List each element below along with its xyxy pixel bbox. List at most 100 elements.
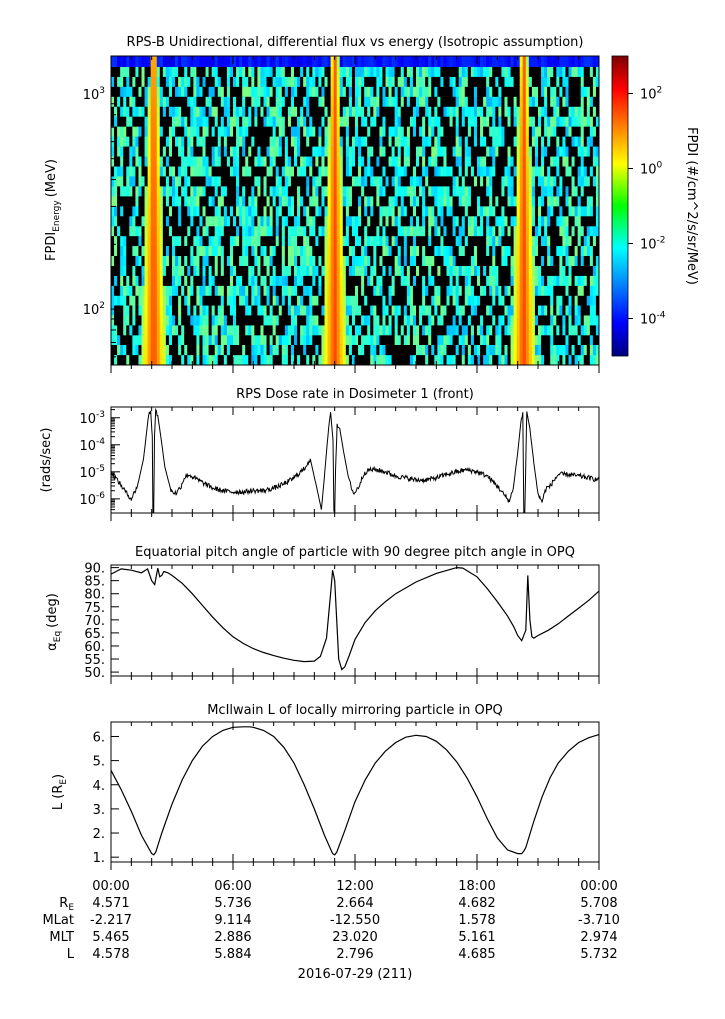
spectrogram-cell <box>278 126 283 137</box>
spectrogram-cell <box>315 315 319 326</box>
spectrogram-cell <box>290 255 295 267</box>
spectrogram-cell <box>333 86 338 97</box>
spectrogram-cell <box>156 265 161 276</box>
spectrogram-cell <box>351 344 356 356</box>
spectrogram-cell <box>403 146 408 157</box>
spectrogram-cell <box>135 136 139 147</box>
spectrogram-cell <box>446 334 450 345</box>
spectrogram-cell <box>562 86 566 97</box>
spectrogram-cell <box>446 315 450 326</box>
spectrogram-cell <box>541 225 545 237</box>
spectrogram-cell <box>504 126 508 137</box>
spectrogram-cell <box>495 325 499 336</box>
spectrogram-cell <box>165 76 170 87</box>
spectrogram-cell <box>589 334 594 345</box>
spectrogram-cell <box>480 344 484 356</box>
spectrogram-cell <box>312 126 316 137</box>
spectrogram-cell <box>226 215 231 227</box>
spectrogram-cell <box>571 354 575 366</box>
spectrogram-cell <box>233 176 237 187</box>
spectrogram-cell <box>534 136 539 147</box>
spectrogram-cell <box>489 156 493 167</box>
spectrogram-cell <box>528 205 533 217</box>
spectrogram-cell <box>111 76 115 87</box>
spectrogram-cell <box>574 215 579 227</box>
spectrogram-cell <box>480 56 484 67</box>
spectrogram-cell <box>550 76 554 87</box>
spectrogram-cell <box>181 185 185 197</box>
spectrogram-cell <box>233 315 237 326</box>
spectrogram-cell <box>120 185 124 197</box>
spectrogram-cell <box>309 156 313 167</box>
spectrogram-cell <box>229 106 234 117</box>
spectrogram-cell <box>367 146 371 157</box>
spectrogram-cell <box>254 334 258 345</box>
spectrogram-cell <box>385 285 389 296</box>
spectrogram-cell <box>586 66 591 77</box>
spectrogram-cell <box>522 176 527 187</box>
spectrogram-cell <box>233 235 237 247</box>
spectrogram-cell <box>562 76 566 87</box>
spectrogram-cell <box>120 325 124 336</box>
spectrogram-cell <box>501 136 505 147</box>
spectrogram-cell <box>495 185 499 197</box>
spectrogram-cell <box>589 295 594 306</box>
spectrogram-cell <box>556 235 560 247</box>
spectrogram-cell <box>330 295 335 306</box>
spectrogram-cell <box>233 275 237 286</box>
spectrogram-cell <box>400 315 405 326</box>
spectrogram-cell <box>153 205 158 217</box>
spectrogram-cell <box>217 315 222 326</box>
spectrogram-cell <box>431 215 435 227</box>
spectrogram-cell <box>483 305 487 316</box>
spectrogram-cell <box>229 354 234 366</box>
spectrogram-cell <box>467 305 472 316</box>
spectrogram-cell <box>583 146 588 157</box>
spectrogram-cell <box>538 295 542 306</box>
spectrogram-cell <box>498 116 502 127</box>
spectrogram-cell <box>419 76 423 87</box>
spectrogram-cell <box>379 195 383 207</box>
spectrogram-cell <box>559 275 563 286</box>
spectrogram-cell <box>477 245 481 257</box>
spectrogram-cell <box>251 116 255 127</box>
spectrogram-cell <box>550 185 554 197</box>
spectrogram-cell <box>467 205 472 217</box>
spectrogram-cell <box>141 354 145 366</box>
spectrogram-cell <box>220 334 225 345</box>
spectrogram-cell <box>376 116 380 127</box>
spectrogram-cell <box>184 245 188 257</box>
spectrogram-cell <box>538 255 542 267</box>
spectrogram-cell <box>516 205 521 217</box>
spectrogram-cell <box>114 106 118 117</box>
spectrogram-cell <box>242 334 246 345</box>
spectrogram-cell <box>361 334 365 345</box>
spectrogram-cell <box>556 255 560 267</box>
spectrogram-cell <box>144 126 148 137</box>
spectrogram-cell <box>376 66 380 77</box>
spectrogram-cell <box>342 185 347 197</box>
spectrogram-cell <box>580 126 585 137</box>
spectrogram-cell <box>324 166 328 177</box>
spectrogram-cell <box>309 66 313 77</box>
spectrogram-cell <box>373 166 377 177</box>
spectrogram-cell <box>156 205 161 217</box>
spectrogram-cell <box>519 215 524 227</box>
spectrogram-cell <box>571 215 575 227</box>
spectrogram-cell <box>409 235 414 247</box>
spectrogram-cell <box>440 126 444 137</box>
spectrogram-cell <box>431 354 435 366</box>
spectrogram-cell <box>577 265 582 276</box>
spectrogram-cells <box>111 56 600 366</box>
spectrogram-cell <box>162 205 167 217</box>
spectrogram-cell <box>595 344 600 356</box>
spectrogram-cell <box>117 56 121 67</box>
spectrogram-cell <box>144 86 148 97</box>
spectrogram-cell <box>483 106 487 117</box>
spectrogram-cell <box>534 166 539 177</box>
spectrogram-cell <box>226 96 231 107</box>
spectrogram-cell <box>150 66 155 77</box>
spectrogram-cell <box>153 96 158 107</box>
spectrogram-cell <box>504 56 508 67</box>
spectrogram-cell <box>388 96 392 107</box>
